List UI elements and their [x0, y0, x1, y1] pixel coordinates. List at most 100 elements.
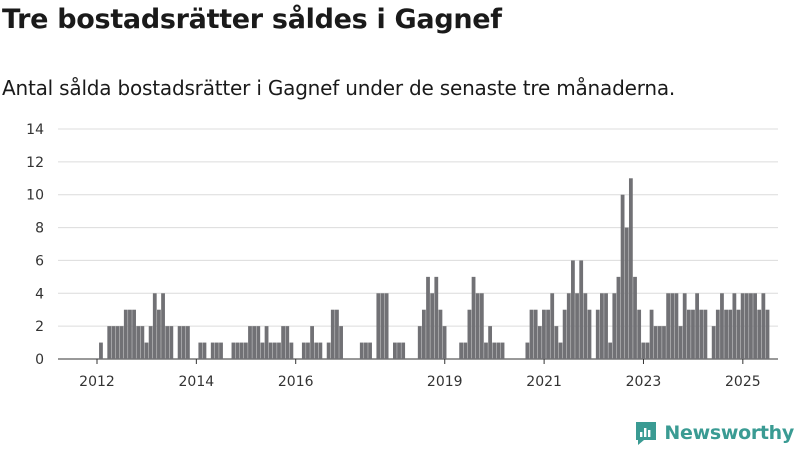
bar	[558, 342, 563, 359]
bar	[123, 309, 128, 359]
bar	[152, 293, 157, 359]
bar	[268, 342, 273, 359]
bar	[637, 309, 642, 359]
bar	[426, 276, 430, 359]
bar	[128, 309, 132, 359]
bar	[339, 326, 343, 359]
x-tick-label: 2014	[179, 374, 215, 390]
bar	[479, 293, 484, 359]
bar	[641, 342, 646, 359]
y-tick-label: 12	[26, 155, 44, 171]
y-axis-ticks: 0 2 4 6 8 10 12 14	[26, 122, 44, 368]
bar	[277, 342, 281, 359]
x-tick-label: 2025	[725, 374, 761, 390]
bars	[99, 178, 770, 359]
bar	[368, 342, 372, 359]
y-tick-label: 14	[26, 122, 44, 138]
bar	[161, 293, 165, 359]
y-tick-label: 4	[35, 286, 44, 302]
bar	[359, 342, 364, 359]
bar	[749, 293, 753, 359]
bar	[318, 342, 323, 359]
bar	[529, 309, 534, 359]
bar	[198, 342, 203, 359]
bar	[761, 293, 766, 359]
bar	[326, 342, 331, 359]
bar	[699, 309, 704, 359]
bar	[575, 293, 579, 359]
bar	[177, 326, 182, 359]
bar	[740, 293, 745, 359]
bar	[384, 293, 389, 359]
bar	[235, 342, 240, 359]
bar	[256, 326, 261, 359]
bar	[595, 309, 600, 359]
bar	[492, 342, 497, 359]
bar	[335, 309, 339, 359]
bar	[111, 326, 116, 359]
bar	[219, 342, 223, 359]
bar	[243, 342, 248, 359]
bar	[711, 326, 716, 359]
bar	[285, 326, 290, 359]
bar	[310, 326, 314, 359]
bar	[645, 342, 650, 359]
bar	[649, 309, 654, 359]
bar	[691, 309, 695, 359]
bar	[438, 309, 443, 359]
bar	[272, 342, 277, 359]
bar	[281, 326, 286, 359]
bar	[210, 342, 215, 359]
y-tick-label: 8	[35, 221, 44, 237]
bar	[186, 326, 190, 359]
bar	[157, 309, 161, 359]
bar	[136, 326, 141, 359]
bar	[662, 326, 666, 359]
bar	[765, 309, 770, 359]
bar	[686, 309, 691, 359]
bar	[181, 326, 186, 359]
bar	[264, 326, 269, 359]
bar	[364, 342, 368, 359]
bar	[119, 326, 124, 359]
bar	[554, 326, 559, 359]
bar	[380, 293, 385, 359]
bar	[600, 293, 604, 359]
bar	[757, 309, 762, 359]
bar	[289, 342, 294, 359]
bar	[488, 326, 493, 359]
bar	[231, 342, 236, 359]
bar	[571, 260, 575, 359]
bar	[682, 293, 687, 359]
bar	[550, 293, 555, 359]
bar	[459, 342, 464, 359]
bar	[496, 342, 501, 359]
bar	[401, 342, 406, 359]
bar	[579, 260, 584, 359]
bar	[604, 293, 608, 359]
bar	[417, 326, 422, 359]
bar	[430, 293, 435, 359]
bar	[132, 309, 136, 359]
bar	[624, 227, 629, 359]
brand-name: Newsworthy	[664, 422, 794, 444]
chart-title: Tre bostadsrätter såldes i Gagnef	[2, 4, 502, 35]
bar	[587, 309, 592, 359]
x-tick-label: 2016	[278, 374, 314, 390]
bar	[666, 293, 671, 359]
bar	[728, 309, 733, 359]
bar	[695, 293, 700, 359]
bar	[484, 342, 488, 359]
bar	[562, 309, 567, 359]
x-tick-label: 2023	[626, 374, 662, 390]
bar	[397, 342, 401, 359]
bar	[144, 342, 149, 359]
bar	[583, 293, 588, 359]
bar	[674, 293, 679, 359]
bar	[720, 293, 724, 359]
bar	[525, 342, 530, 359]
x-tick-label: 2012	[79, 374, 115, 390]
chart-subtitle: Antal sålda bostadsrätter i Gagnef under…	[2, 76, 676, 100]
bar	[248, 326, 252, 359]
bar	[330, 309, 335, 359]
